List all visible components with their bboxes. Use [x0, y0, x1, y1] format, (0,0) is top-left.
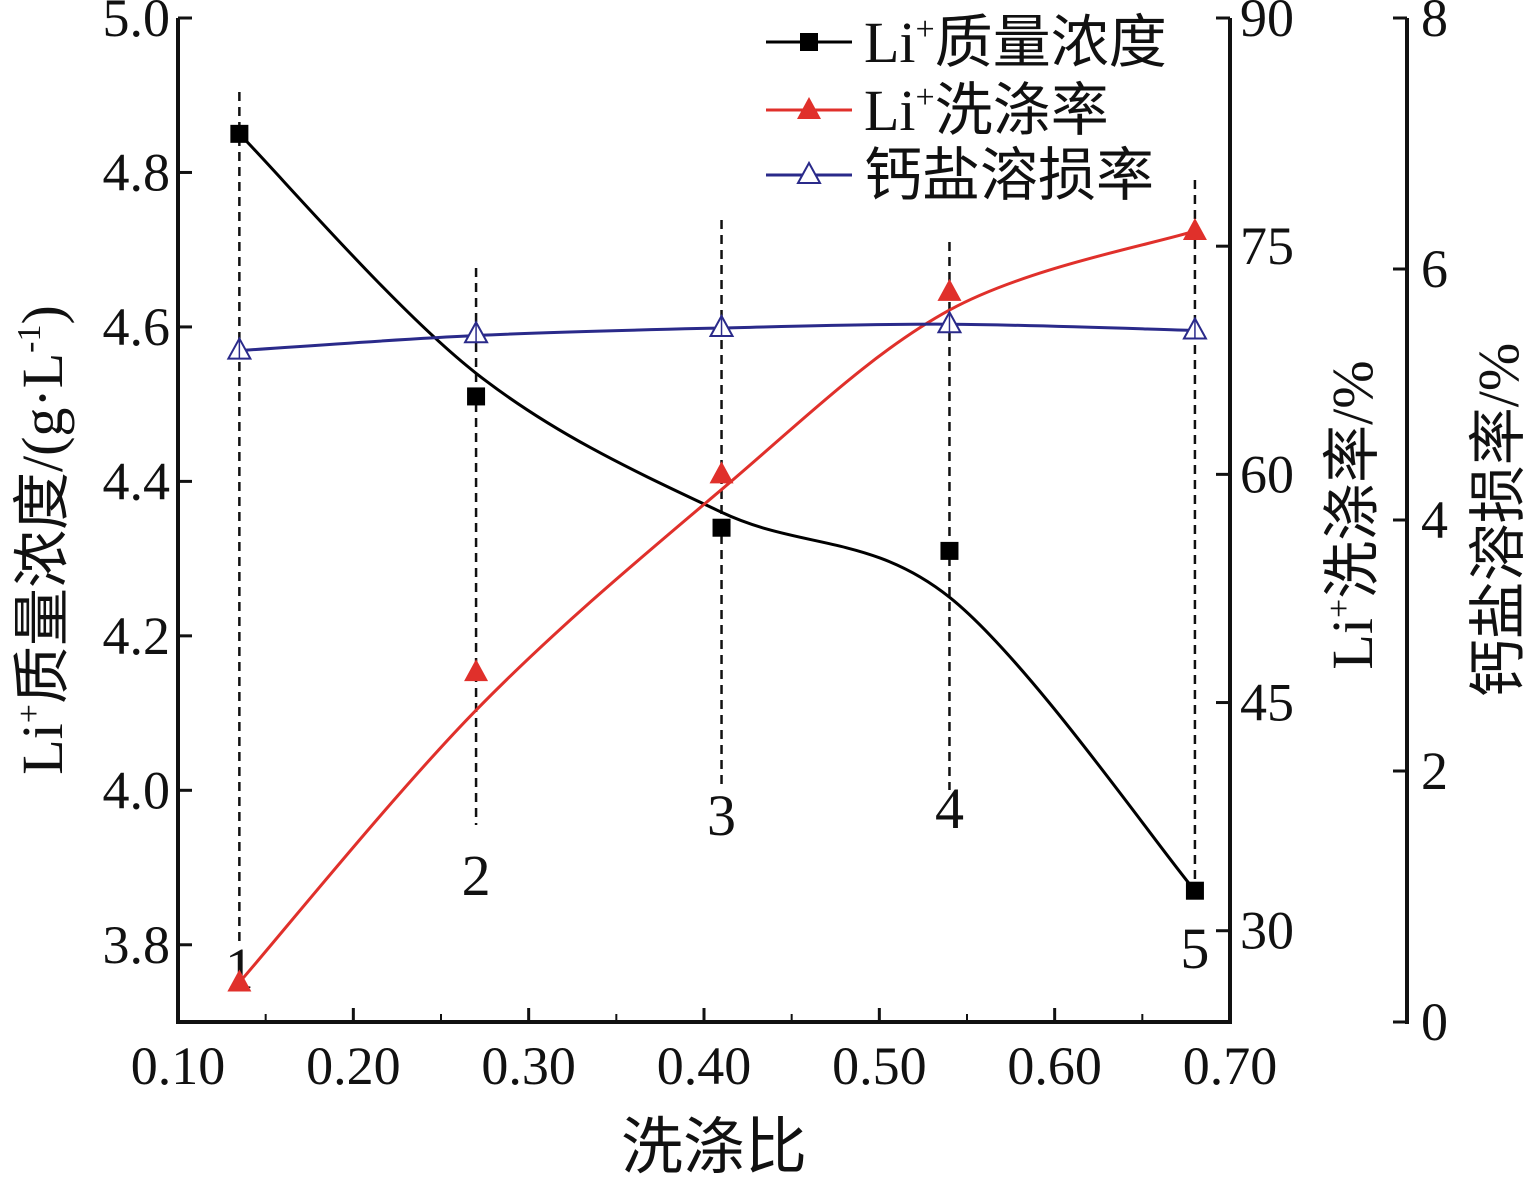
- legend-marker-1: [797, 97, 821, 119]
- x-tick-label: 0.60: [1007, 1036, 1102, 1096]
- left-tick-label: 4.8: [103, 142, 171, 202]
- x-tick-label: 0.70: [1183, 1036, 1278, 1096]
- axes-layer: 0.10 0.20 0.30 0.40 0.50 0.60 0.70 洗涤比 3.8 4.0 4.2…: [10, 0, 1531, 1181]
- left-tick-label: 4.6: [103, 297, 171, 357]
- left-tick-label: 3.8: [103, 915, 171, 975]
- right2-tick-label: 4: [1421, 490, 1448, 550]
- left-tick-label: 4.0: [103, 760, 171, 820]
- series-1-marker: [1182, 217, 1207, 240]
- left-tick-label: 5.0: [103, 0, 171, 48]
- point-label: 2: [462, 843, 491, 908]
- right1-tick-label: 30: [1240, 901, 1294, 961]
- point-label: 4: [935, 776, 964, 841]
- series-0-marker: [230, 124, 249, 143]
- right2-tick-label: 0: [1421, 992, 1448, 1052]
- right1-tick-label: 75: [1240, 216, 1294, 276]
- x-tick-label: 0.50: [832, 1036, 927, 1096]
- x-tick-label: 0.30: [481, 1036, 576, 1096]
- legend-marker-2: [796, 160, 822, 184]
- series-0-fit-line: [238, 132, 1197, 892]
- legend-label-0: Li+质量浓度: [864, 10, 1167, 75]
- right2-tick-label: 6: [1421, 239, 1448, 299]
- right2-axis-label: 钙盐溶损率/%: [1466, 343, 1531, 697]
- left-tick-label: 4.4: [103, 451, 171, 511]
- point-label: 5: [1180, 916, 1209, 981]
- legend-label-2: 钙盐溶损率: [864, 143, 1154, 208]
- x-tick-label: 0.40: [657, 1036, 752, 1096]
- x-tick-label: 0.20: [306, 1036, 401, 1096]
- series-0-marker: [467, 387, 486, 406]
- right1-axis-label: Li+洗涤率/%: [1320, 360, 1385, 669]
- plot-area: 123 45: [225, 92, 1209, 1001]
- series-0-marker: [1185, 881, 1204, 900]
- series-1-marker: [709, 461, 734, 484]
- right1-tick-label: 60: [1240, 444, 1294, 504]
- right2-tick-label: 8: [1421, 0, 1448, 48]
- series-1-marker: [227, 969, 252, 992]
- right1-tick-label: 90: [1240, 0, 1294, 48]
- right2-tick-label: 2: [1421, 741, 1448, 801]
- left-tick-label: 4.2: [103, 606, 171, 666]
- series-1-marker: [937, 278, 962, 301]
- series-0-marker: [940, 541, 959, 560]
- x-tick-label: 0.10: [131, 1036, 226, 1096]
- point-label: 3: [707, 783, 736, 848]
- series-1-fit-line: [238, 229, 1196, 984]
- left-axis-label: Li+质量浓度/(g·L-1): [10, 305, 75, 775]
- x-axis-label: 洗涤比: [621, 1114, 807, 1181]
- legend-marker-0: [800, 33, 818, 51]
- series-0-marker: [712, 518, 731, 537]
- right1-tick-label: 45: [1240, 673, 1294, 733]
- legend-label-1: Li+洗涤率: [864, 78, 1109, 143]
- series-1-marker: [464, 659, 489, 682]
